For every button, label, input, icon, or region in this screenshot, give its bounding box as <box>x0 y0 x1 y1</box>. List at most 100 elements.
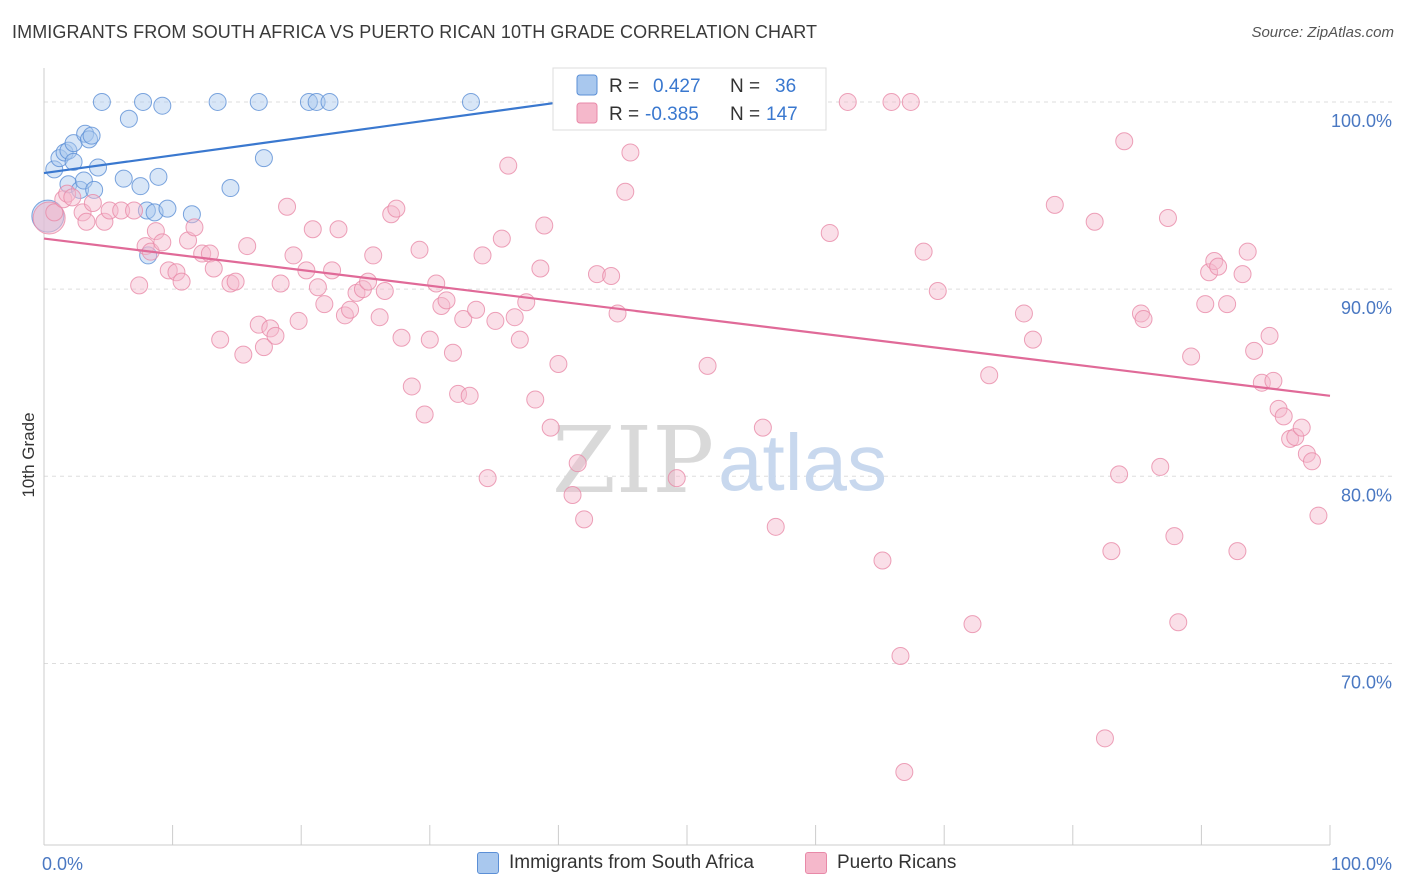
puerto-rican-point <box>284 246 303 265</box>
puerto-rican-point <box>505 308 524 327</box>
puerto-rican-point <box>432 296 451 315</box>
puerto-rican-point <box>1218 295 1237 314</box>
puerto-rican-point <box>882 92 901 111</box>
puerto-rican-point <box>621 143 640 162</box>
puerto-rican-point <box>1182 347 1201 366</box>
south-africa-point <box>131 177 150 196</box>
south-africa-point <box>137 201 156 220</box>
puerto-rican-point <box>266 326 285 345</box>
south-africa-point <box>158 199 177 218</box>
south-africa-point <box>320 92 339 111</box>
puerto-rican-point <box>226 272 245 291</box>
puerto-rican-point <box>891 646 910 665</box>
stats-n-label-blue: N = <box>730 76 760 97</box>
x-tick-label: 100.0% <box>1331 854 1392 874</box>
puerto-rican-point <box>698 356 717 375</box>
puerto-rican-point <box>289 311 308 330</box>
puerto-rican-point <box>1134 310 1153 329</box>
watermark-zip: ZIP <box>552 407 714 514</box>
puerto-rican-point <box>125 201 144 220</box>
puerto-rican-point <box>753 418 772 437</box>
puerto-rican-point <box>587 265 606 284</box>
puerto-rican-point <box>449 384 468 403</box>
puerto-rican-point <box>549 354 568 373</box>
puerto-rican-point <box>415 405 434 424</box>
legend-item-puerto-ricans[interactable]: Puerto Ricans <box>805 852 956 874</box>
south-africa-point <box>134 92 153 111</box>
legend-item-south-africa[interactable]: Immigrants from South Africa <box>477 852 754 874</box>
south-africa-point <box>92 92 111 111</box>
south-africa-point <box>254 149 273 168</box>
puerto-rican-point <box>766 517 785 536</box>
puerto-rican-point <box>375 281 394 300</box>
stats-n-value-pink: 147 <box>766 104 798 125</box>
south-africa-point <box>208 92 227 111</box>
puerto-rican-point <box>1196 295 1215 314</box>
puerto-rican-point <box>928 281 947 300</box>
puerto-rican-point <box>895 763 914 782</box>
puerto-rican-point <box>278 197 297 216</box>
puerto-rican-point <box>486 311 505 330</box>
stats-n-label-pink: N = <box>730 104 760 125</box>
puerto-rican-point <box>478 469 497 488</box>
puerto-rican-point <box>1110 465 1129 484</box>
legend-swatch-pink <box>805 852 827 874</box>
puerto-rican-point <box>1085 212 1104 231</box>
puerto-rican-point <box>1209 257 1228 276</box>
stats-r-value-pink: -0.385 <box>645 104 699 125</box>
puerto-rican-point <box>575 510 594 529</box>
puerto-rican-point <box>492 229 511 248</box>
south-africa-point <box>299 92 318 111</box>
puerto-rican-point <box>1233 265 1252 284</box>
puerto-rican-point <box>499 156 518 175</box>
puerto-rican-point <box>541 418 560 437</box>
puerto-rican-point <box>510 330 529 349</box>
puerto-rican-point <box>63 188 82 207</box>
puerto-rican-point <box>473 246 492 265</box>
puerto-rican-point <box>1115 132 1134 151</box>
y-tick-label: 100.0% <box>1331 111 1392 131</box>
legend-label-puerto-ricans: Puerto Ricans <box>837 852 957 873</box>
puerto-rican-point <box>32 201 66 235</box>
puerto-rican-point <box>402 377 421 396</box>
puerto-rican-point <box>1169 613 1188 632</box>
puerto-rican-point <box>234 345 253 364</box>
puerto-rican-point <box>460 386 479 405</box>
puerto-rican-point <box>308 278 327 297</box>
puerto-rican-point <box>535 216 554 235</box>
south-africa-point <box>153 96 172 115</box>
puerto-rican-point <box>249 315 268 334</box>
puerto-rican-point <box>980 366 999 385</box>
puerto-rican-point <box>382 205 401 224</box>
puerto-rican-point <box>531 259 550 278</box>
stats-r-label-pink: R = <box>609 104 639 125</box>
puerto-rican-point <box>1014 304 1033 323</box>
puerto-rican-point <box>1102 542 1121 561</box>
grid-layer <box>44 101 1392 664</box>
puerto-rican-point <box>392 328 411 347</box>
south-africa-point <box>119 109 138 128</box>
puerto-rican-point <box>254 338 273 357</box>
puerto-rican-point <box>315 295 334 314</box>
south-africa-point <box>307 92 326 111</box>
puerto-rican-point <box>45 203 64 222</box>
puerto-rican-point <box>364 246 383 265</box>
south-africa-point <box>85 180 104 199</box>
puerto-rican-point <box>387 199 406 218</box>
trend-layer <box>43 100 1331 397</box>
stats-n-value-blue: 36 <box>775 76 796 97</box>
puerto-rican-point <box>1023 330 1042 349</box>
puerto-rican-point <box>410 240 429 259</box>
puerto-rican-point <box>667 469 686 488</box>
puerto-rican-point <box>602 267 621 286</box>
puerto-rican-point <box>130 276 149 295</box>
puerto-rican-point <box>1200 263 1219 282</box>
puerto-rican-point <box>1292 418 1311 437</box>
watermark-atlas: atlas <box>718 418 887 507</box>
puerto-rican-point <box>1151 457 1170 476</box>
puerto-rican-point <box>303 220 322 239</box>
south-africa-point <box>114 169 133 188</box>
puerto-rican-point <box>153 233 172 252</box>
puerto-rican-point <box>73 203 92 222</box>
